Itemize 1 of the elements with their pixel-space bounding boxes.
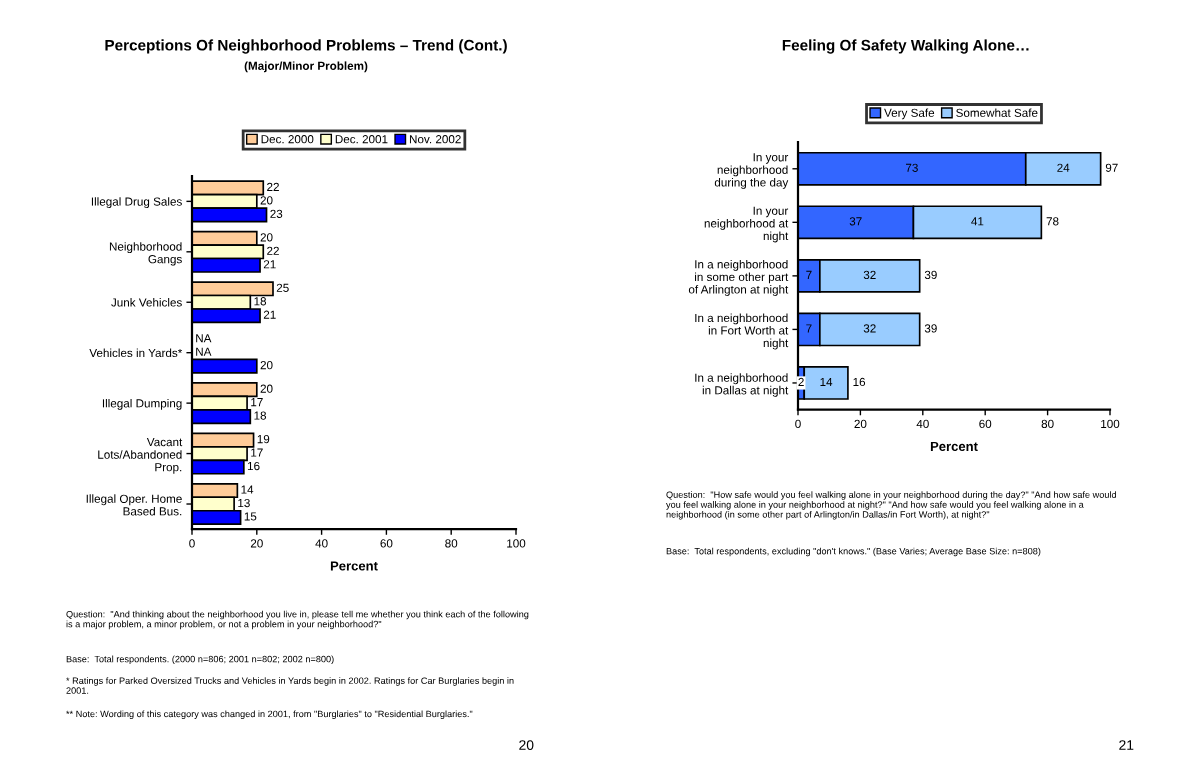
bar [803,366,849,400]
